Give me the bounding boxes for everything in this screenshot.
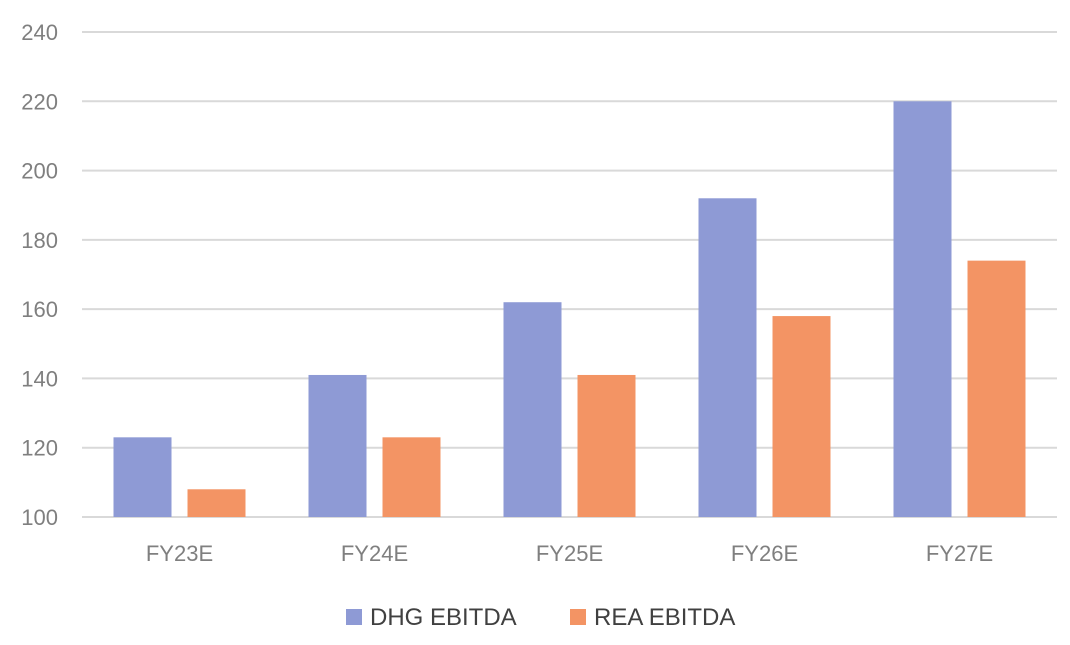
bar-fy23e-rea-ebitda [187,489,246,517]
bars [113,101,1026,518]
y-tick-label: 220 [21,89,58,114]
legend-label: DHG EBITDA [370,604,517,631]
bar-fy25e-dhg-ebitda [503,302,562,517]
y-tick-label: 160 [21,297,58,322]
y-tick-label: 100 [21,505,58,530]
x-tick-label: FY27E [926,541,993,566]
bar-fy27e-rea-ebitda [967,260,1026,517]
gridlines [82,31,1057,518]
legend-swatch [346,609,362,625]
bar-fy27e-dhg-ebitda [893,101,952,518]
y-axis-ticks: 100 120 140 160 180 200 220 240 [21,20,58,530]
x-axis-ticks: FY23E FY24E FY25E FY26E FY27E [146,541,993,566]
bar-fy23e-dhg-ebitda [113,437,172,517]
bar-fy24e-dhg-ebitda [308,374,367,517]
legend-label: REA EBITDA [594,604,735,631]
y-tick-label: 120 [21,436,58,461]
bar-fy26e-dhg-ebitda [698,198,757,518]
x-tick-label: FY23E [146,541,213,566]
bar-fy26e-rea-ebitda [772,316,831,517]
y-tick-label: 140 [21,366,58,391]
x-tick-label: FY24E [341,541,408,566]
legend: DHG EBITDA REA EBITDA [346,604,735,631]
legend-swatch [570,609,586,625]
x-tick-label: FY25E [536,541,603,566]
bar-fy25e-rea-ebitda [577,374,636,517]
y-tick-label: 180 [21,228,58,253]
bar-fy24e-rea-ebitda [382,437,441,517]
y-tick-label: 240 [21,20,58,45]
y-tick-label: 200 [21,159,58,184]
x-tick-label: FY26E [731,541,798,566]
